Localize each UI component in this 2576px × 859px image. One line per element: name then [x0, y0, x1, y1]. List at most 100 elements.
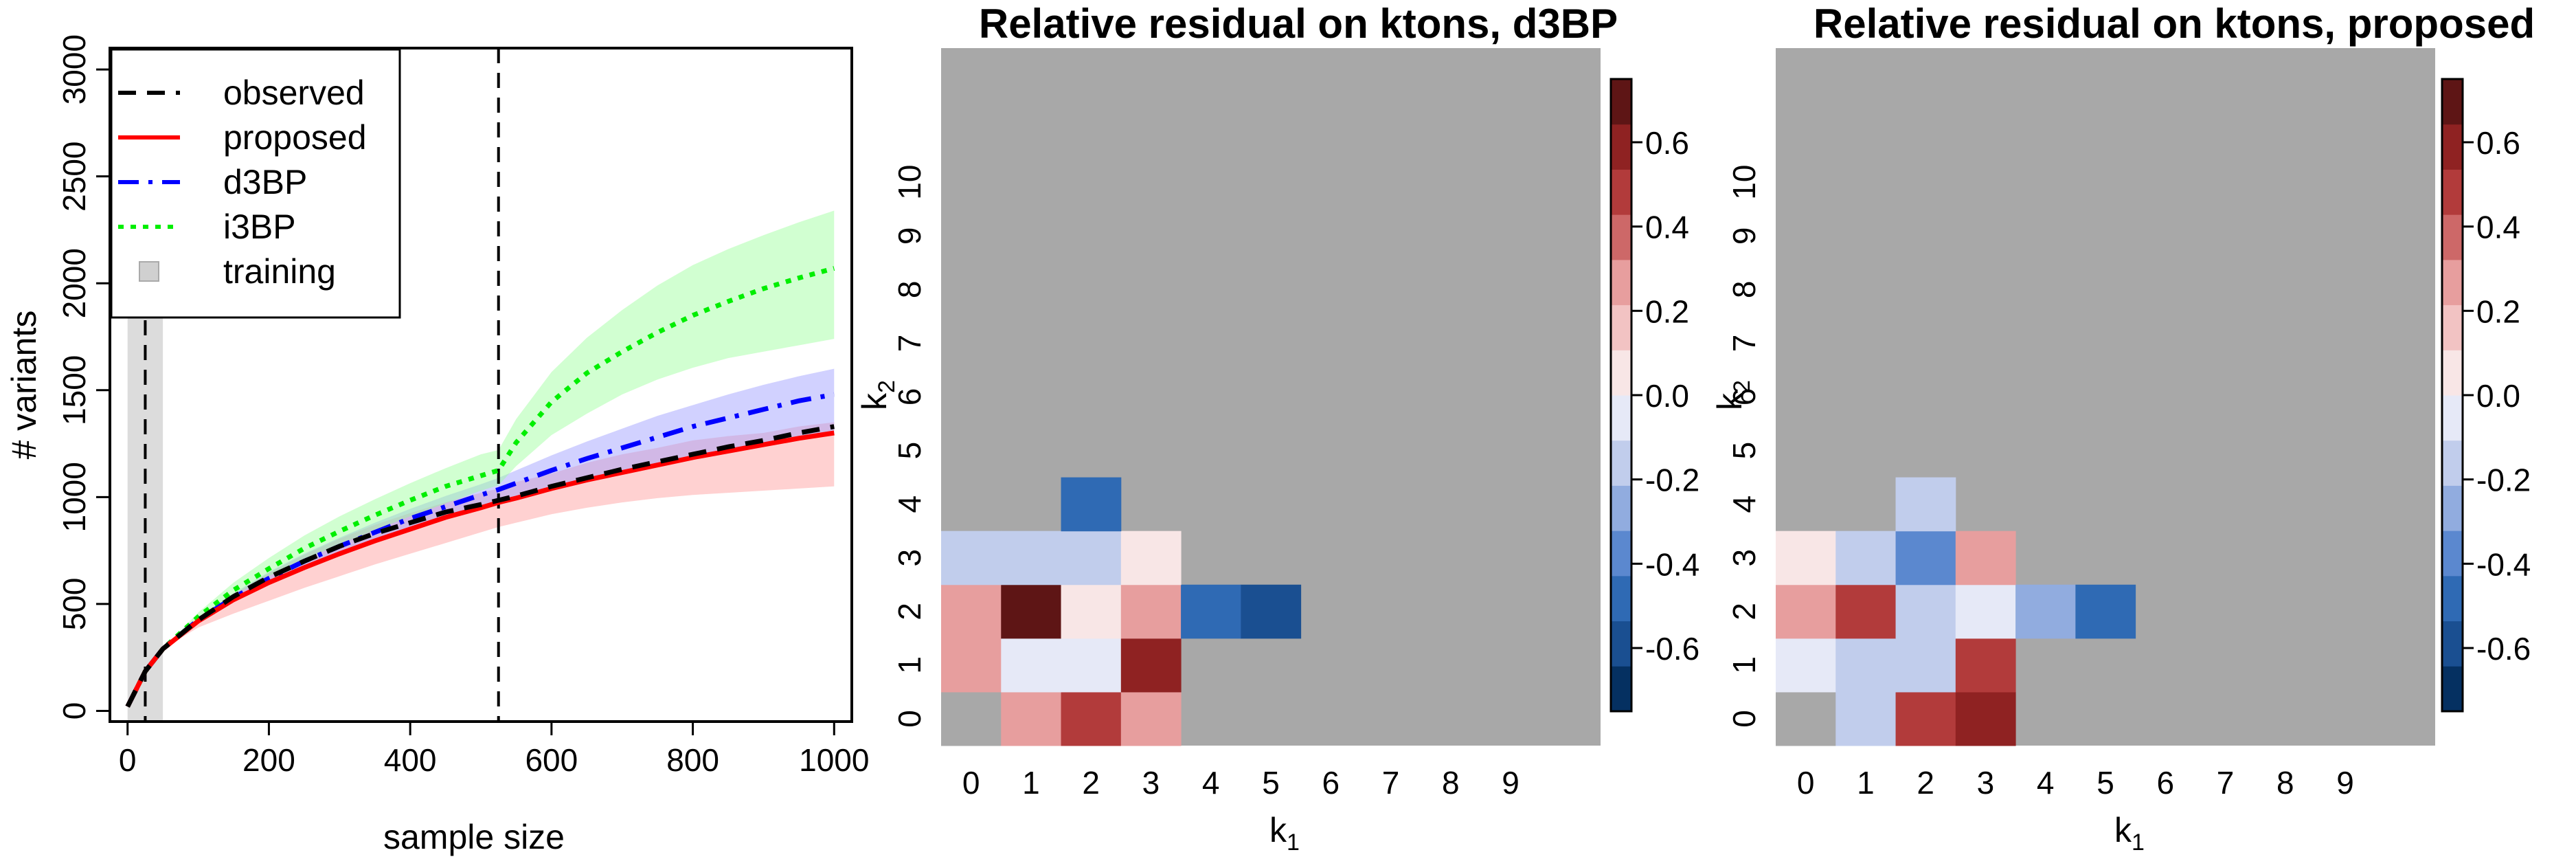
- heatmap-cell: [1181, 584, 1241, 639]
- colorbar-swatch: [2442, 169, 2463, 215]
- colorbar-tick-label: 0.6: [2476, 125, 2520, 161]
- x-tick-label: 4: [1202, 765, 1220, 801]
- x-tick-label: 5: [2097, 765, 2114, 801]
- colorbar-swatch: [1611, 79, 1631, 125]
- y-tick-label: 3: [1726, 549, 1762, 567]
- y-axis-ticks: 0 1 2 3 4 5 6 7 8 9 10: [1726, 165, 1762, 728]
- heatmap-cell: [1001, 584, 1062, 639]
- x-tick-label: 600: [525, 742, 578, 778]
- colorbar: -0.6 -0.4 -0.2 0.0 0.2 0.4 0.6: [1609, 78, 1699, 713]
- heatmap-cell: [941, 584, 1002, 639]
- series-line-observed: [125, 424, 835, 708]
- y-tick-label: 4: [1726, 495, 1762, 513]
- y-axis-label: k2: [1710, 380, 1755, 410]
- y-axis-label: k2: [855, 380, 900, 410]
- colorbar-swatch: [2442, 395, 2463, 441]
- y-tick-label: 8: [1726, 281, 1762, 299]
- x-tick-label: 8: [1442, 765, 1460, 801]
- heatmap-cell: [1120, 531, 1182, 585]
- colorbar-tick-label: -0.6: [1645, 631, 1699, 667]
- x-tick-label: 9: [2336, 765, 2354, 801]
- colorbar-tick-label: -0.4: [2476, 546, 2531, 582]
- x-tick-label: 0: [1797, 765, 1815, 801]
- colorbar-swatch: [2442, 485, 2463, 531]
- heatmap-cell: [1061, 531, 1122, 585]
- x-axis-ticks: 0 200 400 600 800 1000: [119, 722, 869, 778]
- y-tick-label: 9: [892, 227, 927, 245]
- x-tick-label: 3: [1142, 765, 1160, 801]
- colorbar-tick-label: -0.2: [2476, 462, 2531, 498]
- x-axis-ticks: 0 1 2 3 4 5 6 7 8 9: [962, 765, 1519, 801]
- heatmap-cell: [1955, 638, 2016, 693]
- y-tick-label: 3000: [56, 34, 92, 104]
- y-axis-ticks: 0 500 1000 1500 2000 2500 3000: [56, 34, 110, 719]
- heatmap-proposed-panel: Relative residual on ktons, proposed 0 1 2…: [1710, 1, 2535, 856]
- colorbar-swatch: [2442, 214, 2463, 260]
- x-axis-label: k1: [1269, 811, 1300, 856]
- x-tick-label: 1: [1022, 765, 1040, 801]
- heatmap-cell: [1776, 584, 1836, 639]
- heatmap-cell: [1895, 584, 1956, 639]
- legend-label: proposed: [223, 118, 367, 157]
- legend-label: d3BP: [223, 163, 307, 201]
- colorbar-swatch: [2442, 350, 2463, 396]
- heatmap-cell: [1895, 531, 1956, 585]
- colorbar-swatch: [2442, 259, 2463, 306]
- legend-swatch-training: [139, 261, 159, 282]
- heatmap-cell: [1895, 477, 1956, 532]
- colorbar-swatch: [2442, 124, 2463, 170]
- colorbar-swatch: [1611, 485, 1631, 531]
- y-tick-label: 0: [892, 710, 927, 728]
- colorbar-swatch: [2442, 304, 2463, 350]
- band-proposed: [127, 422, 835, 707]
- heatmap-d3bp-title: Relative residual on ktons, d3BP: [979, 1, 1618, 47]
- y-tick-label: 5: [892, 442, 927, 460]
- band-i3bp: [127, 210, 835, 707]
- x-tick-label: 9: [1502, 765, 1519, 801]
- colorbar-swatch: [1611, 350, 1631, 396]
- heatmap-cell: [1061, 638, 1122, 693]
- heatmap-cell: [2015, 584, 2076, 639]
- heatmap-cell: [1955, 584, 2016, 639]
- colorbar-swatch: [1611, 259, 1631, 306]
- colorbar: -0.6 -0.4 -0.2 0.0 0.2 0.4 0.6: [2441, 78, 2531, 713]
- heatmap-cell: [941, 691, 1002, 746]
- heatmap-cell: [1835, 531, 1897, 585]
- y-tick-label: 2500: [56, 141, 92, 211]
- y-tick-label: 1: [1726, 656, 1762, 674]
- heatmap-cell: [1895, 638, 1956, 693]
- colorbar-swatch: [2442, 531, 2463, 577]
- y-tick-label: 10: [892, 165, 927, 200]
- x-tick-label: 2: [1917, 765, 1934, 801]
- heatmap-cell: [1061, 691, 1122, 746]
- x-tick-label: 0: [962, 765, 980, 801]
- x-tick-label: 800: [666, 742, 719, 778]
- y-tick-label: 1500: [56, 355, 92, 425]
- heatmap-cell: [1895, 691, 1956, 746]
- y-tick-label: 1000: [56, 462, 92, 532]
- band-d3bp: [127, 368, 835, 707]
- x-axis-ticks: 0 1 2 3 4 5 6 7 8 9: [1797, 765, 2354, 801]
- heatmap-proposed-title: Relative residual on ktons, proposed: [1814, 1, 2535, 47]
- colorbar-swatch: [2442, 666, 2463, 712]
- y-tick-label: 0: [56, 702, 92, 720]
- y-tick-label: 10: [1726, 165, 1762, 200]
- x-tick-label: 3: [1977, 765, 1995, 801]
- colorbar-swatch: [2442, 79, 2463, 125]
- colorbar-tick-label: 0.0: [1645, 378, 1689, 414]
- y-tick-label: 2000: [56, 248, 92, 318]
- heatmap-cell: [1061, 477, 1122, 532]
- x-tick-label: 5: [1262, 765, 1280, 801]
- heatmap-cell: [1955, 531, 2016, 585]
- colorbar-tick-label: -0.4: [1645, 546, 1699, 582]
- colorbar-tick-label: 0.4: [1645, 210, 1689, 245]
- legend: observed proposed d3BP i3BP training: [110, 48, 401, 319]
- series-lines: [125, 266, 835, 708]
- heatmap-cell: [1120, 584, 1182, 639]
- heatmap-cell: [1120, 691, 1182, 746]
- x-axis-label: sample size: [383, 818, 565, 856]
- x-tick-label: 7: [1382, 765, 1400, 801]
- plot-frame: [109, 47, 853, 723]
- y-tick-label: 6: [892, 388, 927, 406]
